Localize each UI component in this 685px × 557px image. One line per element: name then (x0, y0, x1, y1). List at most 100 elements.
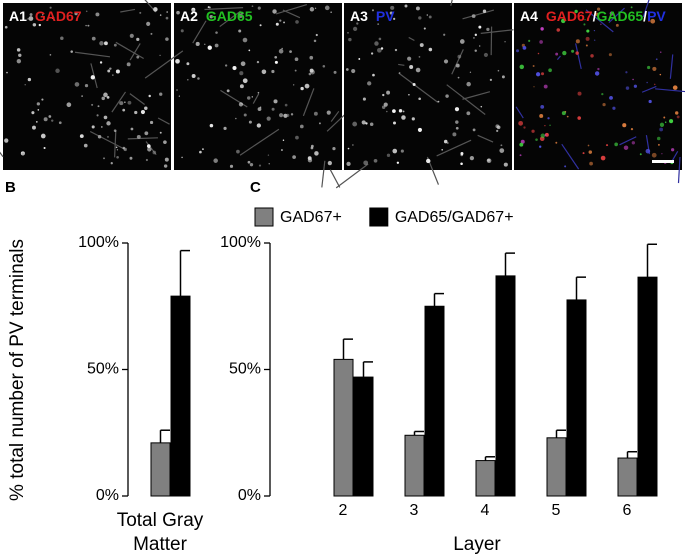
punctum (669, 119, 674, 124)
punctum (474, 33, 477, 36)
punctum (103, 157, 105, 160)
punctum (207, 45, 212, 50)
fiber (0, 151, 4, 158)
punctum (257, 6, 261, 10)
punctum (332, 146, 336, 151)
fiber (111, 91, 127, 113)
punctum (308, 72, 312, 76)
punctum (652, 66, 657, 71)
punctum (378, 37, 382, 41)
panel-id: A3 (350, 8, 368, 24)
punctum (347, 32, 349, 34)
punctum (115, 146, 118, 149)
punctum (371, 9, 374, 12)
punctum (548, 68, 552, 73)
punctum (486, 27, 490, 31)
punctum (594, 12, 599, 16)
punctum (286, 113, 290, 118)
punctum (281, 149, 283, 151)
fiber (480, 29, 514, 34)
fiber (282, 9, 301, 19)
punctum (650, 18, 656, 24)
panel-label: A1 GAD67 (9, 8, 82, 24)
punctum (101, 96, 105, 101)
punctum (535, 138, 538, 141)
punctum (622, 123, 627, 128)
punctum (91, 36, 96, 41)
punctum (466, 111, 471, 116)
punctum (400, 149, 404, 153)
punctum (582, 152, 585, 155)
punctum (528, 39, 531, 42)
fiber (115, 41, 144, 60)
punctum (279, 113, 284, 118)
x-tick-label: 5 (552, 502, 561, 519)
punctum (555, 52, 559, 56)
punctum (175, 58, 180, 64)
punctum (313, 39, 317, 43)
punctum (21, 152, 25, 156)
bar (637, 276, 658, 497)
punctum (103, 115, 108, 120)
bar (404, 434, 425, 497)
fiber (462, 91, 491, 100)
y-tick-label: 100% (78, 234, 119, 251)
punctum (178, 95, 180, 97)
punctum (363, 160, 369, 166)
punctum (51, 16, 55, 20)
punctum (466, 81, 471, 87)
punctum (544, 134, 547, 137)
punctum (472, 128, 476, 132)
punctum (346, 161, 351, 166)
punctum (16, 48, 21, 52)
punctum (671, 148, 675, 152)
punctum (176, 89, 178, 91)
punctum (4, 25, 8, 29)
punctum (584, 18, 586, 21)
punctum (113, 43, 117, 47)
punctum (159, 14, 162, 16)
fiber (302, 88, 315, 117)
punctum (454, 107, 460, 112)
punctum (284, 103, 288, 107)
punctum (377, 47, 382, 53)
punctum (589, 161, 593, 166)
punctum (651, 152, 657, 158)
punctum (119, 101, 124, 106)
punctum (239, 71, 244, 76)
punctum (389, 11, 393, 15)
punctum (159, 131, 162, 134)
punctum (660, 51, 662, 53)
fiber (477, 134, 494, 143)
punctum (437, 100, 440, 103)
punctum (32, 23, 37, 27)
punctum (412, 82, 416, 86)
fiber (641, 85, 657, 93)
fiber (204, 7, 244, 11)
punctum (229, 164, 234, 168)
punctum (238, 29, 242, 33)
punctum (109, 67, 112, 70)
punctum (418, 16, 422, 20)
punctum (214, 43, 219, 48)
punctum (165, 37, 169, 41)
punctum (18, 53, 22, 57)
punctum (318, 122, 321, 125)
fiber (642, 0, 650, 18)
punctum (457, 54, 462, 59)
punctum (126, 62, 131, 67)
stain-label: PV (375, 8, 395, 24)
punctum (575, 51, 579, 55)
punctum (209, 15, 214, 19)
punctum (398, 109, 403, 113)
fiber (129, 43, 141, 61)
punctum (345, 68, 349, 71)
punctum (398, 72, 401, 74)
punctum (609, 95, 613, 100)
punctum (159, 92, 163, 96)
punctum (281, 47, 283, 50)
punctum (647, 65, 651, 70)
punctum (85, 24, 87, 27)
punctum (623, 145, 629, 150)
